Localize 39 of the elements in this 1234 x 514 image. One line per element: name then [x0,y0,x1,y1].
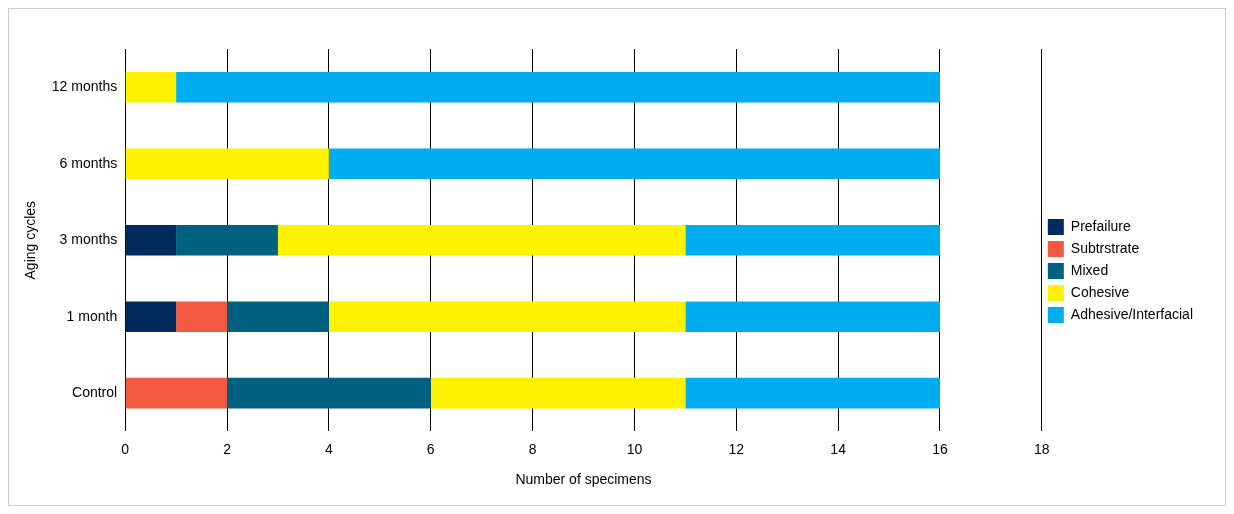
x-tick-label: 8 [528,440,537,457]
legend-label: Subtrstrate [1070,239,1140,256]
bar [176,224,278,256]
y-axis-title: Aging cycles [22,200,39,280]
bar [685,224,940,256]
y-tick-label: 12 months [51,78,118,95]
bar [125,71,177,103]
y-tick-label: 6 months [59,154,118,171]
x-tick-label: 10 [626,440,643,457]
bar [125,148,329,180]
legend-label: Cohesive [1070,283,1130,300]
bar [176,301,228,332]
x-tick-label: 6 [426,440,435,457]
x-tick-label: 4 [324,440,333,457]
x-tick-label: 2 [223,440,232,457]
bar [277,224,686,256]
x-tick-label: 18 [1034,440,1050,457]
bar [685,377,940,409]
legend-label: Prefailure [1070,217,1131,234]
x-tick-label: 0 [121,440,130,457]
x-tick-label: 16 [932,440,948,457]
x-axis-title: Number of specimens [515,471,652,488]
bar [328,148,940,180]
bar [176,71,940,103]
bar [227,377,431,409]
bar [328,301,686,332]
bar [125,377,228,409]
y-tick-label: 3 months [59,231,118,248]
bar [125,301,177,332]
y-tick-label: 1 month [66,307,118,324]
bar [430,377,686,409]
x-tick-label: 12 [728,440,745,457]
legend-label: Mixed [1070,261,1109,278]
x-tick-label: 14 [830,440,847,457]
bar [685,301,940,332]
bar [125,224,177,256]
y-tick-label: Control [72,384,118,401]
bar [227,301,329,332]
legend-label: Adhesive/Interfacial [1070,305,1194,322]
